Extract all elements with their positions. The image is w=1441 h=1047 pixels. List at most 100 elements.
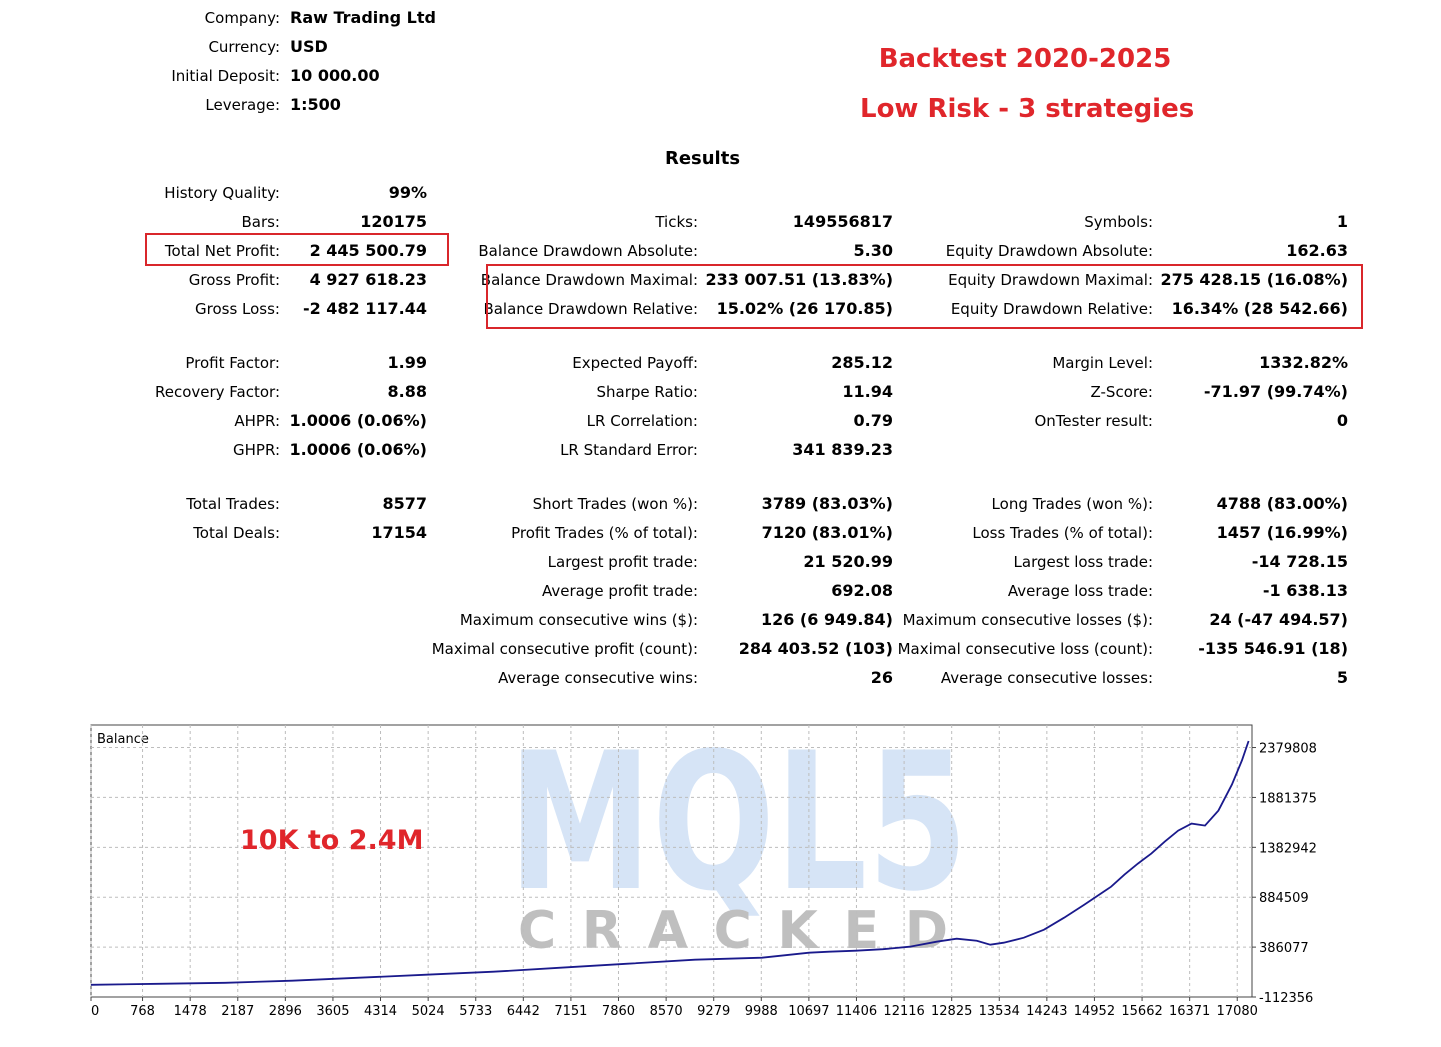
total-net-profit-value: 2 445 500.79	[309, 241, 427, 260]
x-tick-label: 768	[130, 1004, 155, 1019]
x-tick-label: 0	[91, 1004, 99, 1019]
annotation-title-1: Backtest 2020-2025	[878, 44, 1172, 74]
ghpr-value: 1.0006 (0.06%)	[289, 440, 427, 459]
loss-trades-label: Loss Trades (% of total):	[972, 524, 1153, 542]
ghpr-label: GHPR:	[233, 441, 280, 459]
gross-loss-value: -2 482 117.44	[302, 299, 427, 318]
company-value: Raw Trading Ltd	[290, 8, 436, 27]
maximal-consec-profit-value: 284 403.52 (103)	[738, 639, 893, 658]
chart-title: Balance	[97, 732, 149, 747]
profit-trades-value: 7120 (83.01%)	[761, 523, 893, 542]
lr-correlation-value: 0.79	[853, 411, 893, 430]
company-label: Company:	[204, 9, 280, 27]
lr-std-error-value: 341 839.23	[792, 440, 893, 459]
x-tick-label: 2896	[269, 1004, 302, 1019]
watermark-sub-text: CRACKED	[518, 901, 948, 961]
margin-level-value: 1332.82%	[1259, 353, 1348, 372]
equity-dd-rel-label: Equity Drawdown Relative:	[950, 300, 1153, 318]
watermark-logo-text: MQL5	[508, 712, 968, 933]
largest-loss-value: -14 728.15	[1251, 552, 1348, 571]
ticks-label: Ticks:	[655, 213, 698, 231]
profit-factor-value: 1.99	[387, 353, 427, 372]
highlight-total-net-profit	[145, 233, 449, 266]
sharpe-ratio-value: 11.94	[842, 382, 893, 401]
x-tick-label: 11406	[836, 1004, 877, 1019]
avg-loss-label: Average loss trade:	[1007, 582, 1153, 600]
x-tick-label: 14952	[1074, 1004, 1115, 1019]
balance-dd-abs-label: Balance Drawdown Absolute:	[478, 242, 698, 260]
balance-dd-max-value: 233 007.51 (13.83%)	[705, 270, 893, 289]
plot-frame	[90, 724, 1253, 998]
y-tick-label: 1881375	[1259, 791, 1317, 806]
currency-label: Currency:	[208, 38, 280, 56]
avg-profit-label: Average profit trade:	[541, 582, 698, 600]
balance-dd-abs-value: 5.30	[853, 241, 893, 260]
ahpr-label: AHPR:	[234, 412, 280, 430]
y-tick-label: 386077	[1259, 941, 1309, 956]
ahpr-value: 1.0006 (0.06%)	[289, 411, 427, 430]
x-tick-label: 17080	[1217, 1004, 1258, 1019]
x-tick-label: 7860	[602, 1004, 635, 1019]
gross-profit-label: Gross Profit:	[188, 271, 280, 289]
long-trades-value: 4788 (83.00%)	[1216, 494, 1348, 513]
y-axis-ticks: 2379808 1881375 1382942 884509 386077 -112356	[1252, 742, 1317, 1006]
symbols-value: 1	[1336, 212, 1348, 231]
short-trades-value: 3789 (83.03%)	[761, 494, 893, 513]
z-score-label: Z-Score:	[1090, 383, 1154, 401]
long-trades-label: Long Trades (won %):	[991, 495, 1153, 513]
largest-profit-label: Largest profit trade:	[547, 553, 698, 571]
x-tick-label: 10697	[788, 1004, 829, 1019]
deposit-value: 10 000.00	[290, 66, 380, 85]
max-consec-losses-label: Maximum consecutive losses ($):	[902, 611, 1153, 629]
recovery-factor-value: 8.88	[387, 382, 427, 401]
y-tick-label: 884509	[1259, 891, 1309, 906]
x-tick-label: 6442	[507, 1004, 540, 1019]
x-tick-label: 8570	[650, 1004, 683, 1019]
x-tick-label: 16371	[1169, 1004, 1210, 1019]
leverage-value: 1:500	[290, 95, 341, 114]
gross-loss-label: Gross Loss:	[195, 300, 280, 318]
avg-loss-value: -1 638.13	[1262, 581, 1348, 600]
profit-trades-label: Profit Trades (% of total):	[511, 524, 698, 542]
equity-dd-abs-label: Equity Drawdown Absolute:	[945, 242, 1153, 260]
y-tick-label: 2379808	[1259, 742, 1317, 757]
highlight-drawdowns	[486, 264, 1363, 329]
x-tick-label: 1478	[174, 1004, 207, 1019]
largest-loss-label: Largest loss trade:	[1013, 553, 1153, 571]
ticks-value: 149556817	[792, 212, 893, 231]
equity-dd-max-label: Equity Drawdown Maximal:	[948, 271, 1153, 289]
annotation-title-2: Low Risk - 3 strategies	[860, 94, 1195, 124]
total-deals-label: Total Deals:	[193, 524, 280, 542]
x-tick-label: 4314	[364, 1004, 397, 1019]
history-quality-label: History Quality:	[164, 184, 280, 202]
balance-dd-rel-label: Balance Drawdown Relative:	[483, 300, 698, 318]
annotation-chart-note: 10K to 2.4M	[240, 825, 423, 856]
expected-payoff-label: Expected Payoff:	[572, 354, 698, 372]
maximal-consec-loss-label: Maximal consecutive loss (count):	[897, 640, 1153, 658]
avg-consec-losses-value: 5	[1336, 668, 1348, 687]
short-trades-label: Short Trades (won %):	[532, 495, 698, 513]
max-consec-wins-label: Maximum consecutive wins ($):	[459, 611, 698, 629]
y-tick-label: -112356	[1259, 991, 1313, 1006]
loss-trades-value: 1457 (16.99%)	[1216, 523, 1348, 542]
balance-dd-max-label: Balance Drawdown Maximal:	[480, 271, 698, 289]
x-tick-label: 9988	[745, 1004, 778, 1019]
bars-value: 120175	[360, 212, 427, 231]
x-tick-label: 14243	[1026, 1004, 1067, 1019]
x-tick-label: 5733	[459, 1004, 492, 1019]
sharpe-ratio-label: Sharpe Ratio:	[596, 383, 698, 401]
total-trades-label: Total Trades:	[186, 495, 280, 513]
currency-value: USD	[290, 37, 328, 56]
gross-profit-value: 4 927 618.23	[309, 270, 427, 289]
profit-factor-label: Profit Factor:	[185, 354, 280, 372]
largest-profit-value: 21 520.99	[803, 552, 893, 571]
deposit-label: Initial Deposit:	[171, 67, 280, 85]
x-tick-label: 13534	[979, 1004, 1020, 1019]
history-quality-value: 99%	[388, 183, 427, 202]
maximal-consec-loss-value: -135 546.91 (18)	[1198, 639, 1348, 658]
recovery-factor-label: Recovery Factor:	[154, 383, 280, 401]
balance-series-line	[90, 740, 1250, 986]
x-axis-ticks: 0 768 1478 2187 2896 3605 4314 5024 5733 6442 7151…	[90, 997, 1258, 1019]
y-tick-label: 1382942	[1259, 841, 1317, 856]
